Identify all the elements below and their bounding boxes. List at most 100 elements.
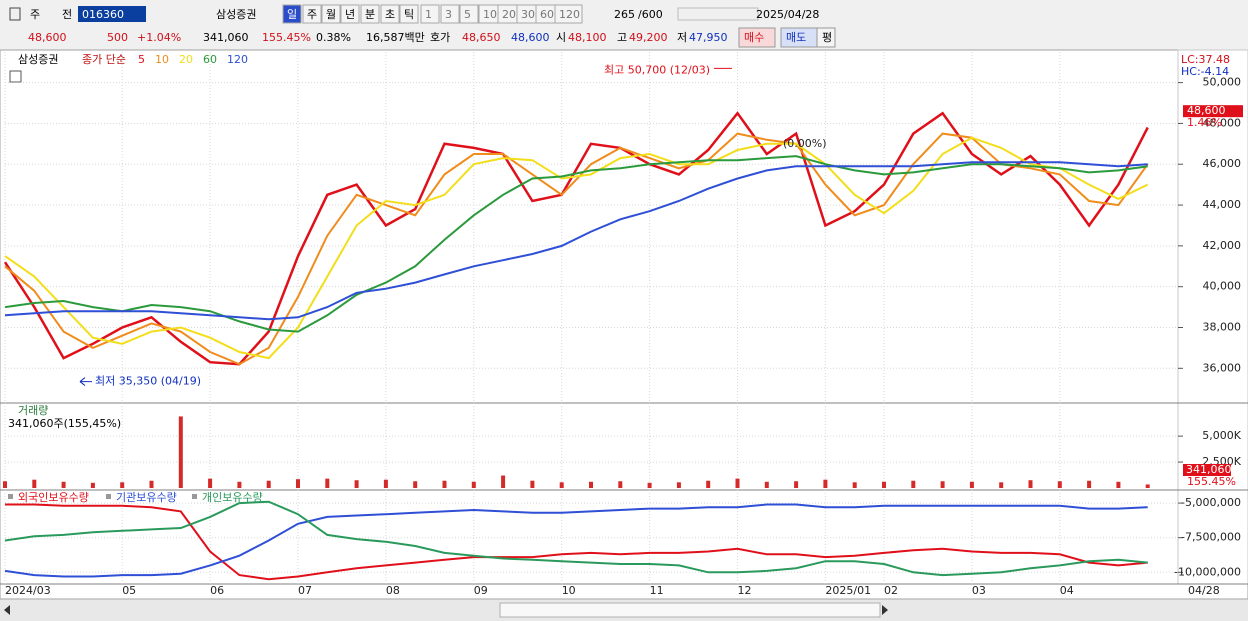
volume-bar [237, 481, 242, 488]
toolbar-text[interactable]: 일 [287, 7, 297, 21]
volume-bar [794, 481, 799, 488]
volume-bar [413, 481, 418, 488]
scroll-left[interactable] [4, 605, 10, 615]
volume-bar [149, 480, 154, 488]
toolbar-icons[interactable] [677, 7, 759, 21]
period-button[interactable] [380, 4, 400, 24]
volume-bar [882, 481, 886, 488]
period-button[interactable] [420, 4, 440, 24]
period-button[interactable] [302, 4, 322, 24]
order-button[interactable] [738, 27, 776, 48]
quote-text: 47,950 [689, 31, 728, 44]
toolbar-text[interactable]: 120 [559, 8, 580, 21]
toolbar-text[interactable]: 1 [425, 8, 432, 21]
toolbar-text[interactable]: 3 [445, 8, 452, 21]
toolbar-text[interactable]: 년 [345, 8, 355, 21]
toolbar-text[interactable]: 60 [540, 8, 554, 21]
period-button[interactable] [282, 4, 302, 24]
x-tick-label: 11 [650, 584, 664, 597]
legend-entry[interactable]: 5 [138, 53, 145, 66]
legend-entry[interactable]: 10 [155, 53, 169, 66]
volume-bar [3, 481, 7, 488]
quote-text: 48,600 [28, 31, 67, 44]
scroll-track[interactable] [499, 602, 881, 618]
toolbar-text[interactable]: 5 [464, 8, 471, 21]
toolbar-text[interactable]: 초 [385, 8, 395, 21]
toolbar-text[interactable]: 분 [365, 8, 375, 21]
quote-text[interactable]: 매도 [786, 31, 806, 44]
right-axis-area [1177, 49, 1248, 585]
toolbar-text[interactable]: 전 [62, 8, 72, 21]
toolbar-text: /600 [638, 8, 663, 21]
period-button[interactable] [399, 4, 419, 24]
x-tick-label: 09 [474, 584, 488, 597]
toolbar-text[interactable]: 주 [307, 8, 317, 21]
toolbar-text[interactable]: 월 [326, 8, 336, 21]
volume-bar [676, 482, 681, 488]
toolbar-text[interactable]: 틱 [404, 8, 414, 21]
volume-bar [764, 481, 769, 488]
note-label: (0.00%) [783, 137, 827, 150]
scroll-right[interactable] [882, 605, 888, 615]
volume-bar [1087, 480, 1092, 488]
volume-bar [325, 478, 330, 488]
volume-bar [266, 480, 271, 488]
x-tick-label: 06 [210, 584, 224, 597]
high-label: 최고 50,700 (12/03) [604, 63, 710, 76]
toolbar-text[interactable]: 016360 [82, 8, 124, 21]
period-button[interactable] [360, 4, 380, 24]
quote-text: 시 [556, 31, 566, 44]
legend-entry[interactable]: 60 [203, 53, 217, 66]
volume-bar [706, 480, 711, 488]
volume-bar [90, 482, 95, 488]
code-input[interactable] [78, 6, 146, 22]
volume-bar [120, 482, 125, 488]
volume-bar [589, 481, 593, 488]
series-line [4, 132, 1149, 366]
series-line [4, 500, 1148, 577]
series-line [3, 111, 1149, 366]
volume-bar [618, 481, 623, 488]
period-button[interactable] [321, 4, 341, 24]
volume-bar [530, 480, 535, 488]
legend-entry[interactable]: 20 [179, 53, 193, 66]
volume-bar [296, 479, 300, 488]
volume-bar [1145, 484, 1150, 488]
order-button[interactable] [816, 27, 836, 48]
series-line [5, 503, 1148, 581]
quote-text: 0.38% [316, 31, 351, 44]
toolbar-text[interactable]: 주 [30, 8, 40, 21]
grid-icon[interactable] [9, 70, 22, 83]
legend-entry[interactable]: 기관보유수량 [116, 491, 177, 504]
volume-bar [1057, 481, 1062, 488]
period-button[interactable] [459, 4, 479, 24]
series-line [4, 503, 1148, 578]
period-button[interactable] [340, 4, 360, 24]
toolbar-text[interactable]: 10 [483, 8, 497, 21]
period-button[interactable] [554, 4, 583, 24]
volume-bar [442, 480, 447, 488]
toolbar-icon[interactable] [9, 7, 21, 21]
volume-bar [1028, 480, 1033, 488]
quote-text[interactable]: 매수 [744, 31, 764, 44]
volume-bar [178, 416, 183, 488]
quote-text: 48,100 [568, 31, 607, 44]
x-tick-label: 10 [562, 584, 576, 597]
legend-entry[interactable]: 120 [227, 53, 248, 66]
legend-entry[interactable]: 외국인보유수량 [18, 491, 89, 504]
y-tick-label: -5,000,000 [1181, 496, 1241, 509]
last-price-box [1183, 105, 1243, 118]
volume-bar [383, 479, 388, 488]
legend-swatch [106, 494, 111, 499]
toolbar-text[interactable]: 삼성증권 [216, 8, 256, 21]
pane-subtitle: 341,060주(155,45%) [8, 417, 121, 430]
toolbar-text[interactable]: 20 [502, 8, 516, 21]
toolbar-text[interactable]: 30 [521, 8, 535, 21]
quote-text: 고 [617, 31, 627, 44]
quote-text: +1.04% [137, 31, 181, 44]
legend-entry[interactable]: 개인보유수량 [202, 491, 263, 504]
period-button[interactable] [440, 4, 460, 24]
y-tick-label: 38,000 [1203, 320, 1242, 333]
quote-text[interactable]: 평 [822, 31, 832, 44]
